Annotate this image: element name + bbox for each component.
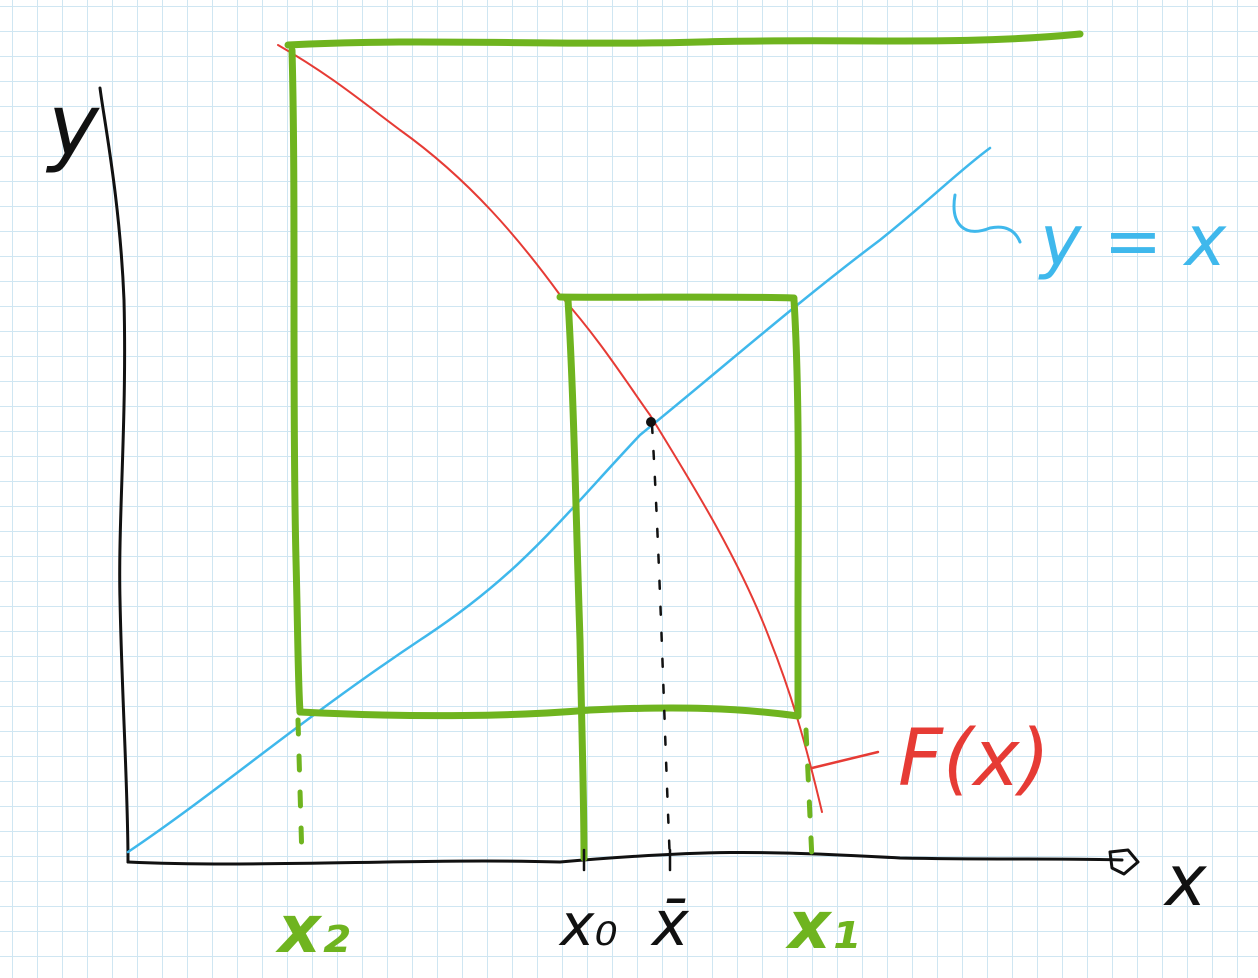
x1-projection — [803, 727, 815, 863]
x-axis-label: x — [1163, 840, 1207, 922]
iteration-x0-vertical — [564, 296, 588, 862]
iteration-middle-horizontal — [556, 293, 798, 302]
y-axis-line — [98, 86, 130, 864]
identity-line-label: y = x — [1038, 200, 1227, 282]
iteration-left-vertical — [288, 46, 304, 716]
x-axis-arrow-head — [1108, 848, 1140, 876]
x0-label: x₀ — [558, 891, 618, 959]
x2-label: x₂ — [275, 891, 350, 968]
function-label: F(x) — [898, 714, 1050, 804]
identity-label-pointer — [952, 193, 1022, 244]
x1-label: x₁ — [785, 887, 859, 964]
iteration-top-horizontal — [284, 30, 1084, 49]
projection-lines — [295, 423, 815, 864]
iteration-right-vertical — [790, 296, 802, 720]
fixed-point-marker — [646, 417, 656, 427]
x2-projection — [295, 717, 305, 863]
function-label-pointer — [810, 750, 880, 770]
function-curve — [277, 44, 823, 813]
x-axis-line — [126, 850, 1124, 866]
iteration-bottom-horizontal — [296, 704, 802, 720]
x-bar-projection — [650, 423, 672, 864]
x-bar-label: x̄ — [650, 887, 690, 960]
y-axis-label: y — [45, 76, 100, 176]
identity-line — [126, 146, 992, 854]
iteration-path — [284, 30, 1084, 862]
axes — [98, 86, 1140, 876]
